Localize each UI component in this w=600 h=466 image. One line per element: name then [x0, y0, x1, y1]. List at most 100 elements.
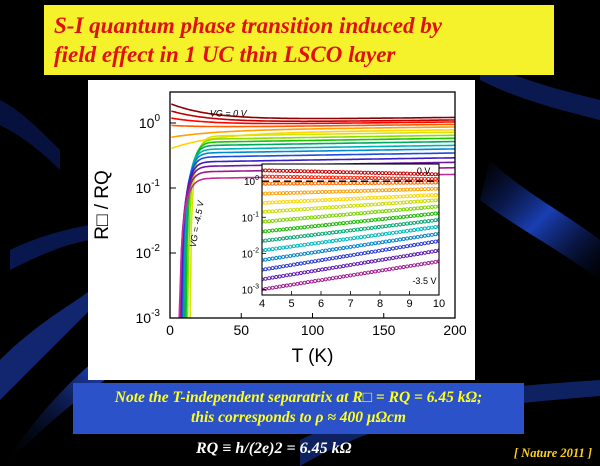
inset-point-7-29	[362, 218, 367, 223]
inset-point-0-26	[352, 170, 356, 175]
inset-point-2-49	[433, 180, 438, 185]
inset-point-10-32	[373, 241, 378, 246]
inset-point-10-46	[422, 233, 427, 238]
inset-point-6-22	[337, 213, 342, 217]
inset-point-10-11	[298, 252, 303, 257]
inset-x-tick-label: 5	[288, 298, 294, 310]
inset-point-7-35	[383, 216, 388, 221]
inset-point-10-30	[366, 242, 371, 247]
inset-point-1-2	[267, 174, 272, 179]
inset-point-11-35	[383, 247, 388, 252]
inset-point-12-7	[284, 273, 289, 278]
inset-point-7-5	[277, 227, 282, 232]
inset-point-10-25	[348, 244, 353, 249]
inset-point-5-7	[284, 208, 289, 213]
inset-point-8-5	[277, 236, 282, 241]
inset-point-10-0	[262, 258, 264, 263]
inset-point-3-39	[398, 187, 403, 192]
inset-point-13-11	[298, 281, 303, 286]
inset-point-0-3	[270, 168, 275, 173]
inset-point-13-8	[288, 282, 293, 287]
inset-point-4-29	[362, 196, 367, 201]
inset-point-5-16	[316, 206, 321, 211]
inset-point-8-27	[355, 227, 360, 232]
inset-point-9-10	[295, 243, 300, 248]
inset-point-4-18	[323, 198, 328, 202]
inset-point-3-31	[369, 188, 374, 193]
inset-point-9-4	[274, 246, 279, 251]
citation: [ Nature 2011 ]	[513, 446, 592, 460]
inset-point-9-1	[263, 248, 268, 252]
inset-point-12-8	[288, 272, 293, 277]
inset-point-4-4	[274, 200, 279, 205]
inset-point-7-6	[281, 227, 286, 232]
inset-point-6-25	[348, 212, 353, 217]
inset-point-0-34	[380, 171, 385, 176]
inset-point-3-43	[412, 187, 417, 192]
inset-point-4-11	[298, 199, 303, 204]
inset-point-0-22	[337, 170, 342, 175]
inset-point-3-15	[313, 190, 318, 195]
inset-point-8-15	[313, 232, 318, 237]
inset-point-11-41	[405, 244, 410, 249]
inset-point-11-26	[352, 252, 356, 257]
inset-point-7-7	[284, 227, 289, 231]
inset-point-8-43	[412, 220, 417, 225]
inset-point-12-35	[383, 257, 388, 262]
inset-point-13-46	[422, 261, 427, 266]
inset-point-13-13	[306, 280, 310, 285]
inset-point-7-41	[405, 214, 410, 219]
inset-point-7-28	[359, 219, 364, 224]
inset-point-1-41	[405, 176, 410, 181]
inset-point-5-2	[267, 209, 272, 214]
inset-point-12-6	[281, 273, 286, 278]
inset-point-8-26	[352, 228, 356, 232]
inset-point-0-32	[373, 170, 378, 175]
inset-point-12-4	[274, 275, 279, 279]
inset-point-4-9	[291, 199, 296, 204]
inset-point-9-30	[366, 234, 371, 239]
inset-point-4-23	[341, 197, 346, 202]
inset-point-12-29	[362, 260, 367, 265]
inset-point-7-16	[316, 223, 321, 228]
inset-point-13-48	[429, 260, 434, 265]
inset-point-9-41	[405, 228, 410, 233]
inset-point-11-0	[262, 267, 264, 272]
inset-point-10-21	[334, 247, 339, 251]
inset-point-11-49	[433, 239, 438, 244]
inset-point-13-2	[267, 286, 272, 291]
inset-point-5-23	[341, 204, 346, 209]
inset-point-12-37	[391, 256, 395, 260]
inset-point-7-9	[291, 226, 296, 231]
main-series-3	[171, 123, 455, 128]
inset-point-9-20	[330, 239, 335, 243]
inset-point-2-11	[298, 181, 303, 186]
inset-point-1-0	[262, 174, 264, 179]
inset-point-10-2	[267, 257, 272, 261]
inset-point-7-49	[433, 211, 438, 216]
inset-point-13-50	[437, 259, 439, 264]
inset-point-4-21	[334, 197, 339, 202]
inset-point-10-44	[415, 234, 420, 239]
inset-point-5-44	[415, 199, 420, 204]
main-y-tick-label: 10-2	[136, 243, 161, 261]
inset-point-10-18	[323, 248, 328, 253]
inset-point-3-36	[387, 188, 392, 193]
inset-point-7-11	[298, 225, 303, 230]
inset-point-7-18	[323, 223, 328, 227]
inset-point-1-18	[323, 175, 328, 180]
inset-point-3-45	[419, 187, 424, 192]
inset-point-8-47	[426, 219, 431, 224]
inset-point-0-15	[313, 169, 318, 174]
main-series-4	[171, 126, 455, 138]
inset-point-0-28	[359, 170, 364, 175]
inset-point-5-12	[302, 207, 307, 212]
inset-point-1-48	[429, 176, 434, 181]
inset-point-13-39	[398, 265, 403, 270]
inset-point-1-6	[281, 174, 286, 179]
inset-point-11-7	[284, 263, 289, 268]
inset-point-1-29	[362, 176, 367, 180]
inset-point-4-39	[398, 194, 403, 199]
inset-point-6-39	[398, 207, 403, 212]
inset-point-5-15	[313, 206, 318, 211]
